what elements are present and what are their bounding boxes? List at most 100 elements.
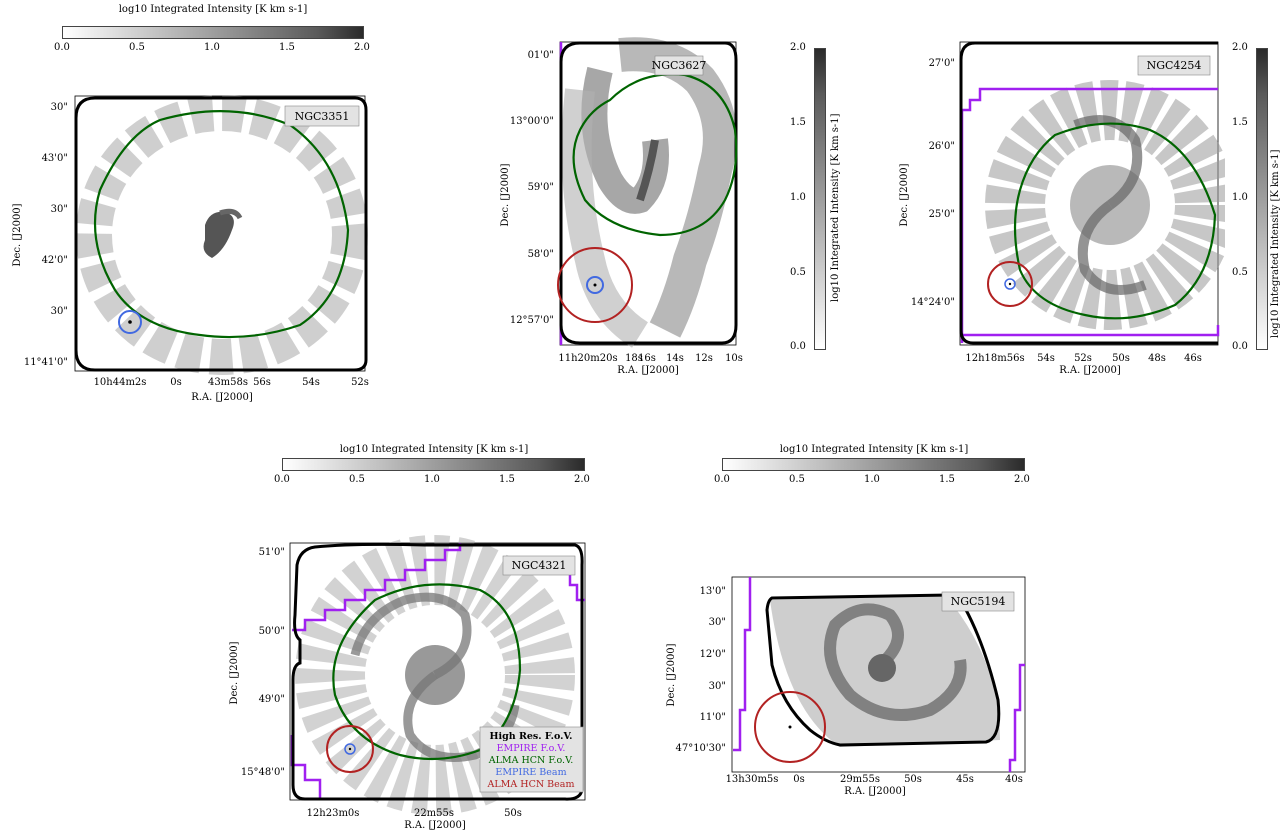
- legend-item-empire-fov: EMPIRE F.o.V.: [497, 743, 566, 754]
- x-tick: 11h20m20s: [558, 353, 617, 364]
- x-tick: 12h23m0s: [307, 808, 360, 819]
- y-tick: 13°00'0": [510, 116, 554, 127]
- colorbar-tick: 1.0: [864, 474, 880, 485]
- x-tick: 50s: [904, 774, 922, 785]
- y-tick: 30": [51, 102, 68, 113]
- colorbar-tick: 0.0: [274, 474, 290, 485]
- colorbar-tick: 0.5: [790, 267, 806, 278]
- legend-item-empire-beam: EMPIRE Beam: [495, 767, 566, 778]
- empire-beam: [118, 310, 142, 334]
- colorbar-title: log10 Integrated Intensity [K km s-1]: [779, 444, 969, 455]
- y-tick: 49'0": [259, 694, 285, 705]
- galaxy-label: NGC3351: [295, 110, 350, 123]
- colorbar-title: log10 Integrated Intensity [K km s-1]: [830, 113, 841, 302]
- emission-map: [295, 535, 575, 815]
- y-tick: 11'0": [700, 712, 726, 723]
- x-tick: 0s: [793, 774, 805, 785]
- beam-center: [348, 747, 352, 751]
- y-axis-label: Dec. [J2000]: [500, 163, 511, 226]
- x-tick: 0s: [170, 377, 182, 388]
- emission-map: [985, 80, 1225, 330]
- colorbar-tick: 0.5: [129, 42, 145, 53]
- alma-beam: [754, 691, 826, 763]
- y-tick: 13'0": [700, 586, 726, 597]
- x-tick: 52s: [351, 377, 369, 388]
- empire-fov-outline-right: [568, 575, 585, 602]
- y-axis-label: Dec. [J2000]: [666, 643, 677, 706]
- y-tick: 30": [709, 681, 726, 692]
- x-axis-label: R.A. [J2000]: [1059, 365, 1121, 376]
- x-tick: 54s: [1037, 353, 1055, 364]
- colorbar-tick: 0.0: [790, 341, 806, 352]
- x-tick: 50s: [504, 808, 522, 819]
- x-tick: 54s: [302, 377, 320, 388]
- x-tick: 13h30m5s: [726, 774, 779, 785]
- colorbar-tick: 0.5: [349, 474, 365, 485]
- alma-beam: [987, 261, 1033, 307]
- beam-center: [128, 320, 132, 324]
- panel-ngc5194: NGC5194 13'0" 30" 12'0" 30" 11'0" 47°10'…: [666, 576, 1026, 797]
- legend-item-alma-beam: ALMA HCN Beam: [487, 779, 575, 790]
- colorbar-ngc3627: 2.0 1.5 1.0 0.5 0.0 log10 Integrated Int…: [790, 42, 850, 352]
- galaxy-label: NGC5194: [951, 595, 1006, 608]
- colorbar-tick: 0.0: [1232, 341, 1248, 352]
- y-tick: 59'0": [528, 182, 554, 193]
- colorbar-ngc3351: log10 Integrated Intensity [K km s-1] 0.…: [54, 4, 370, 53]
- emission-map: [770, 595, 1000, 747]
- colorbar-tick: 1.5: [790, 117, 806, 128]
- x-axis-label: R.A. [J2000]: [844, 786, 906, 797]
- colorbar-tick: 1.5: [1232, 117, 1248, 128]
- colorbar-tick: 1.5: [499, 474, 515, 485]
- y-tick: 58'0": [528, 249, 554, 260]
- x-axis-label: R.A. [J2000]: [191, 392, 253, 403]
- x-tick: 12h18m56s: [965, 353, 1024, 364]
- panel-ngc4254: NGC4254 27'0" 26'0" 25'0" 14°24'0" 12h18…: [899, 41, 1225, 376]
- colorbar-tick: 0.0: [714, 474, 730, 485]
- colorbar-tick: 0.5: [1232, 267, 1248, 278]
- x-tick: 45s: [956, 774, 974, 785]
- beam-center: [593, 283, 597, 287]
- colorbar-tick: 0.0: [54, 42, 70, 53]
- y-axis-label: Dec. [J2000]: [12, 203, 23, 266]
- x-tick: 29m55s: [840, 774, 880, 785]
- colorbar-tick: 1.0: [204, 42, 220, 53]
- y-axis-label: Dec. [J2000]: [899, 163, 910, 226]
- y-tick: 26'0": [929, 141, 955, 152]
- colorbar-strip: [722, 458, 1025, 471]
- y-tick: 43'0": [42, 153, 68, 164]
- x-tick: 40s: [1005, 774, 1023, 785]
- empire-beam: [344, 743, 356, 755]
- x-tick: 16s: [638, 353, 656, 364]
- colorbar-ngc4254: 2.0 1.5 1.0 0.5 0.0 log10 Integrated Int…: [1232, 42, 1287, 352]
- panel-ngc3351: NGC3351 30" 43'0" 30" 42'0" 30" 11°41'0"…: [12, 95, 369, 403]
- colorbar-tick: 2.0: [790, 42, 806, 53]
- y-tick: 25'0": [929, 209, 955, 220]
- colorbar-strip: [814, 48, 826, 350]
- high-res-fov-outline: [959, 41, 1218, 345]
- x-tick: 43m58s: [208, 377, 248, 388]
- alma-fov-outline: [93, 110, 350, 339]
- colorbar-tick: 2.0: [354, 42, 370, 53]
- colorbar-tick: 1.0: [1232, 192, 1248, 203]
- colorbar-strip: [282, 458, 585, 471]
- x-tick: 12s: [695, 353, 713, 364]
- alma-beam: [557, 247, 633, 323]
- colorbar-tick: 2.0: [1232, 42, 1248, 53]
- x-tick: 18s: [625, 353, 643, 364]
- beam-center: [788, 725, 792, 729]
- empire-fov-outline-lower: [962, 325, 1220, 337]
- colorbar-title: log10 Integrated Intensity [K km s-1]: [1270, 149, 1281, 338]
- empire-beam: [586, 276, 604, 294]
- colorbar-tick: 1.0: [424, 474, 440, 485]
- x-axis-label: R.A. [J2000]: [404, 820, 466, 831]
- empire-fov-outline: [733, 577, 752, 752]
- colorbar-strip: [62, 26, 364, 39]
- y-tick: 42'0": [42, 255, 68, 266]
- colorbar-tick: 2.0: [1014, 474, 1030, 485]
- alma-fov-outline: [1013, 122, 1217, 320]
- galaxy-label: NGC3627: [652, 59, 707, 72]
- y-tick: 01'0": [528, 50, 554, 61]
- y-tick: 30": [51, 204, 68, 215]
- x-tick: 10h44m2s: [94, 377, 147, 388]
- galaxy-label: NGC4321: [512, 559, 567, 572]
